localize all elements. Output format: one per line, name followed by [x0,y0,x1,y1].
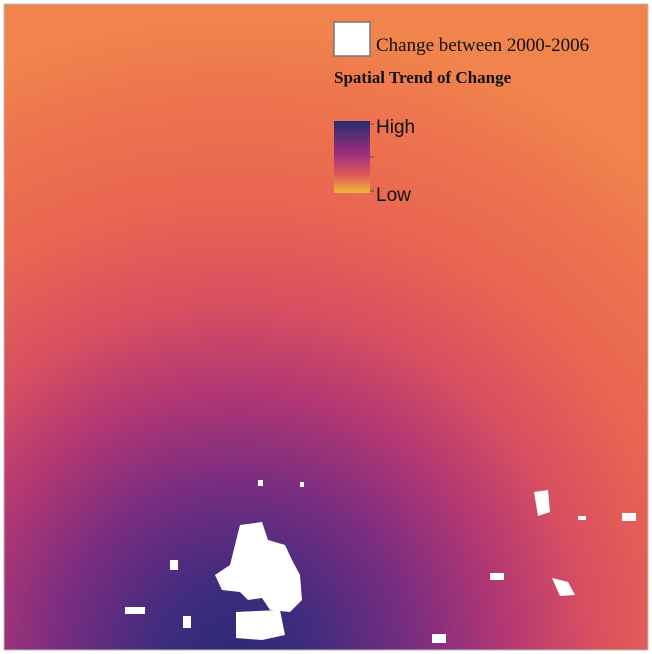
change-patch [170,560,178,570]
change-patch [236,610,285,640]
change-patch [432,634,446,643]
change-patch [300,482,304,487]
map: Change between 2000-2006 Spatial Trend o… [0,0,652,654]
change-patch [183,616,191,628]
ramp-low-label: Low [376,185,411,206]
trend-surface [4,4,648,650]
ramp-high-label: High [376,117,415,138]
change-patch [490,573,504,580]
page: {"legend": {"change_label": "Change betw… [0,0,652,654]
color-ramp [334,121,370,193]
change-patch [622,513,636,521]
change-patch [258,480,263,486]
change-patch [578,516,586,520]
change-patch [125,607,145,614]
legend-label: Change between 2000-2006 [376,35,589,56]
legend-swatch [334,22,370,56]
legend-title: Spatial Trend of Change [334,68,512,87]
